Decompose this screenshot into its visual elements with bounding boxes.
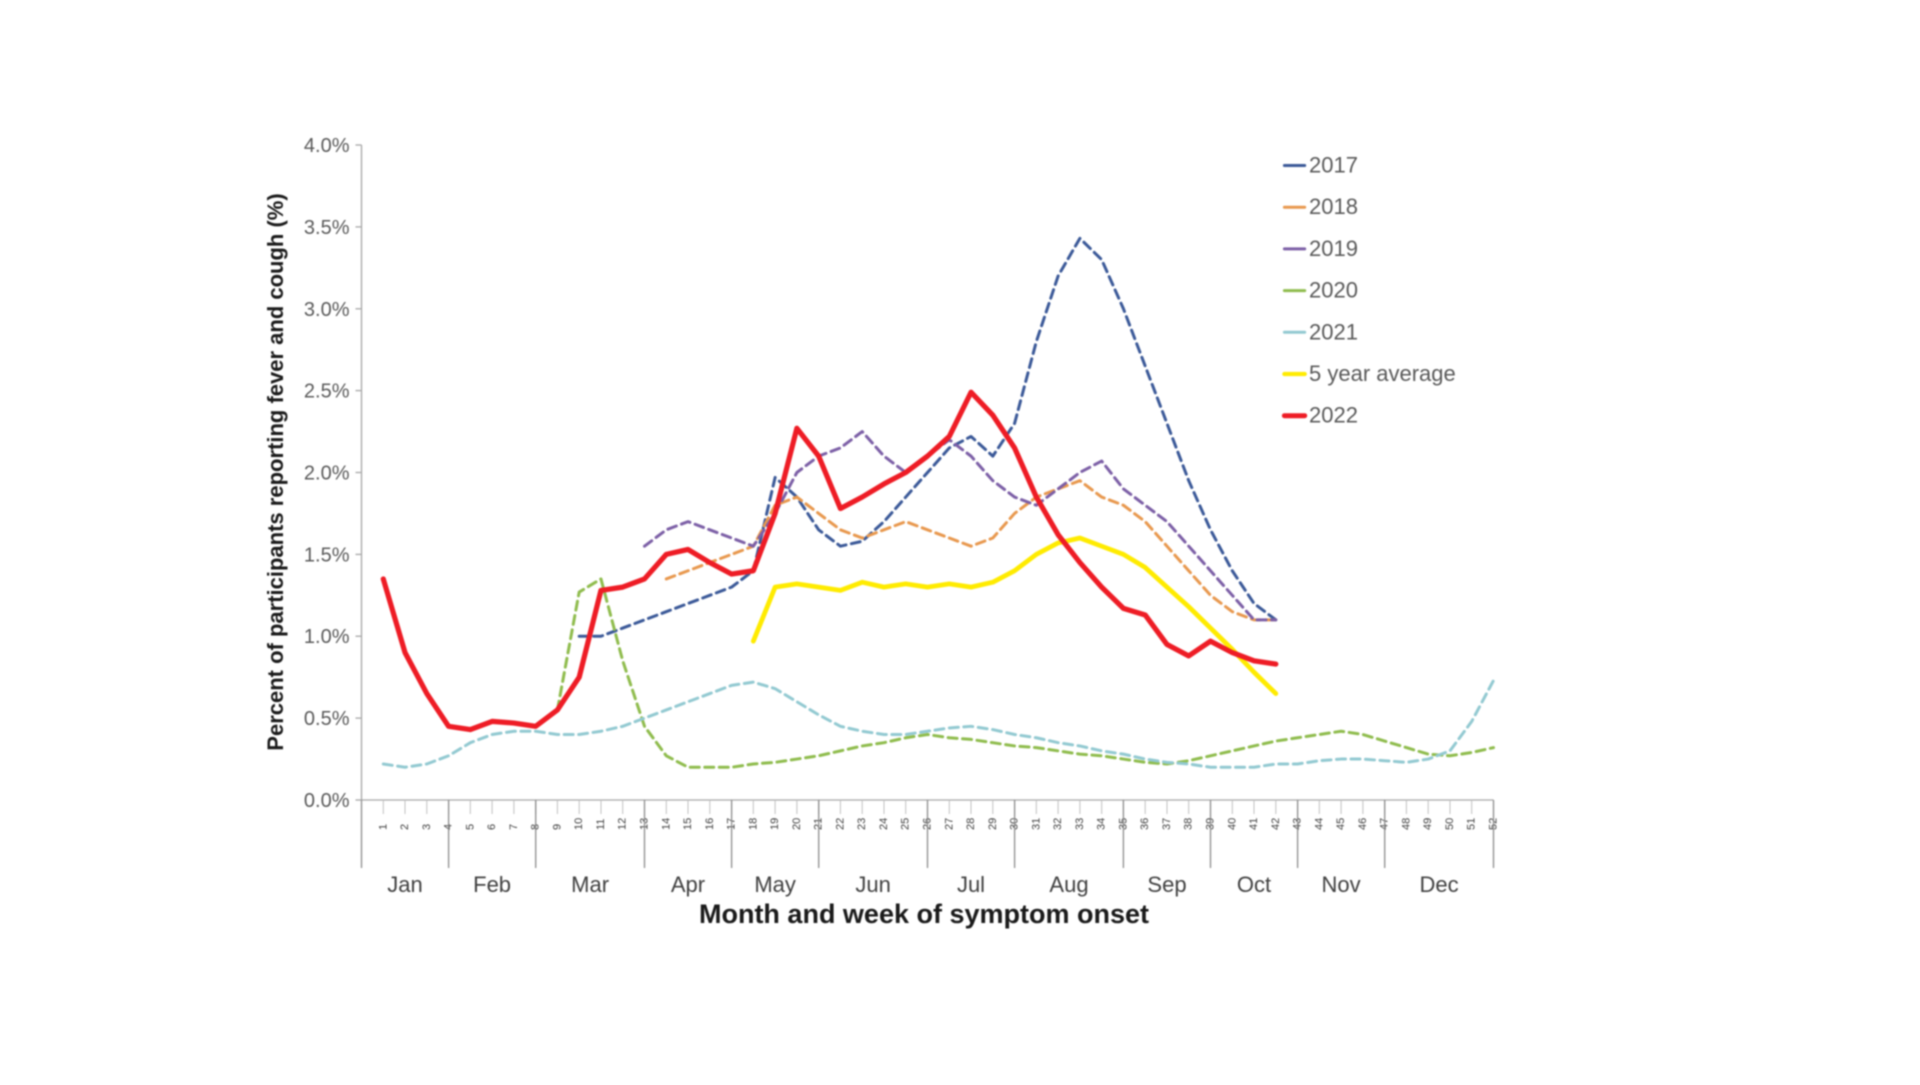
svg-text:27: 27 xyxy=(943,818,955,830)
svg-text:7: 7 xyxy=(508,824,520,830)
svg-text:9: 9 xyxy=(551,824,563,830)
svg-text:45: 45 xyxy=(1335,818,1347,830)
svg-text:Feb: Feb xyxy=(473,872,511,897)
svg-text:14: 14 xyxy=(660,818,672,830)
svg-text:44: 44 xyxy=(1313,818,1325,830)
svg-text:2: 2 xyxy=(399,824,411,830)
svg-text:46: 46 xyxy=(1357,818,1369,830)
svg-text:32: 32 xyxy=(1052,818,1064,830)
svg-text:1: 1 xyxy=(377,824,389,830)
svg-text:2022: 2022 xyxy=(1309,403,1358,428)
svg-text:Apr: Apr xyxy=(671,872,705,897)
svg-text:6: 6 xyxy=(486,824,498,830)
svg-text:2018: 2018 xyxy=(1309,194,1358,219)
svg-text:19: 19 xyxy=(769,818,781,830)
svg-text:May: May xyxy=(754,872,796,897)
svg-text:34: 34 xyxy=(1096,818,1108,830)
svg-text:28: 28 xyxy=(965,818,977,830)
svg-text:Mar: Mar xyxy=(571,872,609,897)
svg-text:2021: 2021 xyxy=(1309,319,1358,344)
svg-text:15: 15 xyxy=(682,818,694,830)
svg-text:3: 3 xyxy=(421,824,433,830)
svg-text:29: 29 xyxy=(987,818,999,830)
svg-text:1.5%: 1.5% xyxy=(304,544,350,566)
svg-text:42: 42 xyxy=(1270,818,1282,830)
svg-text:48: 48 xyxy=(1400,818,1412,830)
svg-text:Oct: Oct xyxy=(1237,872,1271,897)
svg-text:40: 40 xyxy=(1226,818,1238,830)
svg-text:16: 16 xyxy=(704,818,716,830)
svg-text:50: 50 xyxy=(1444,818,1456,830)
svg-text:2.5%: 2.5% xyxy=(304,381,350,403)
svg-text:4.0%: 4.0% xyxy=(304,135,350,157)
svg-text:2020: 2020 xyxy=(1309,278,1358,303)
svg-text:1.0%: 1.0% xyxy=(304,626,350,648)
svg-text:2.0%: 2.0% xyxy=(304,463,350,485)
svg-text:20: 20 xyxy=(791,818,803,830)
svg-text:5: 5 xyxy=(464,824,476,830)
svg-text:2017: 2017 xyxy=(1309,153,1358,178)
svg-text:24: 24 xyxy=(878,818,890,830)
svg-text:41: 41 xyxy=(1248,818,1260,830)
svg-text:Jun: Jun xyxy=(855,872,890,897)
svg-text:Nov: Nov xyxy=(1322,872,1361,897)
svg-text:2019: 2019 xyxy=(1309,236,1358,261)
svg-text:0.5%: 0.5% xyxy=(304,708,350,730)
svg-text:33: 33 xyxy=(1074,818,1086,830)
svg-text:49: 49 xyxy=(1422,818,1434,830)
svg-text:12: 12 xyxy=(617,818,629,830)
svg-text:3.0%: 3.0% xyxy=(304,299,350,321)
svg-text:Percent of participants report: Percent of participants reporting fever … xyxy=(263,193,288,750)
svg-text:31: 31 xyxy=(1030,818,1042,830)
svg-text:23: 23 xyxy=(856,818,868,830)
svg-text:Jan: Jan xyxy=(387,872,422,897)
svg-text:37: 37 xyxy=(1161,818,1173,830)
svg-text:Aug: Aug xyxy=(1049,872,1088,897)
svg-text:10: 10 xyxy=(573,818,585,830)
svg-text:25: 25 xyxy=(900,818,912,830)
svg-text:0.0%: 0.0% xyxy=(304,790,350,812)
svg-text:11: 11 xyxy=(595,819,607,830)
svg-text:5 year average: 5 year average xyxy=(1309,361,1456,386)
svg-text:38: 38 xyxy=(1183,818,1195,830)
svg-text:36: 36 xyxy=(1139,818,1151,830)
svg-text:Jul: Jul xyxy=(957,872,985,897)
svg-text:18: 18 xyxy=(747,818,759,830)
svg-text:51: 51 xyxy=(1466,818,1478,830)
svg-text:22: 22 xyxy=(834,818,846,830)
svg-text:Month and week of symptom onse: Month and week of symptom onset xyxy=(699,899,1149,929)
svg-text:3.5%: 3.5% xyxy=(304,217,350,239)
svg-text:Dec: Dec xyxy=(1420,872,1459,897)
svg-text:Sep: Sep xyxy=(1147,872,1186,897)
